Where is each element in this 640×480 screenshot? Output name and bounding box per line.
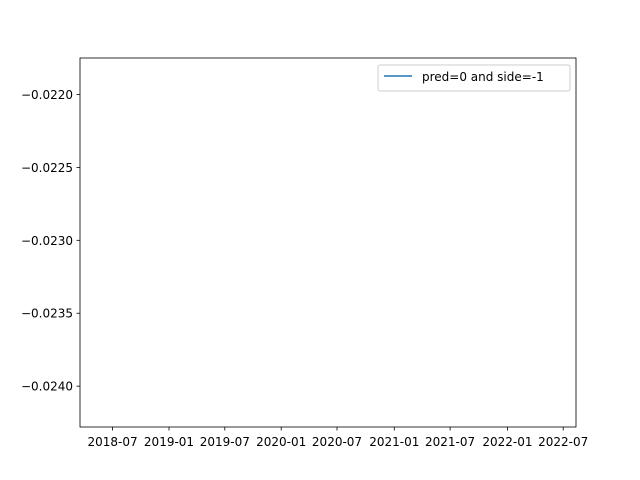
y-axis: −0.0220 −0.0225 −0.0230 −0.0235 −0.0240 — [21, 88, 80, 394]
x-tick-label: 2021-01 — [369, 435, 419, 449]
x-tick-label: 2022-01 — [482, 435, 532, 449]
y-tick-label: −0.0235 — [21, 307, 73, 321]
x-tick-label: 2018-07 — [88, 435, 138, 449]
legend-label: pred=0 and side=-1 — [422, 70, 544, 84]
x-tick-label: 2021-07 — [425, 435, 475, 449]
x-tick-label: 2020-07 — [312, 435, 362, 449]
x-tick-label: 2020-01 — [256, 435, 306, 449]
plot-area — [80, 58, 576, 427]
y-tick-label: −0.0230 — [21, 234, 73, 248]
y-tick-label: −0.0240 — [21, 380, 73, 394]
x-axis: 2018-07 2019-01 2019-07 2020-01 2020-07 2021-… — [88, 427, 588, 449]
x-tick-label: 2019-01 — [144, 435, 194, 449]
y-tick-label: −0.0225 — [21, 161, 73, 175]
y-tick-label: −0.0220 — [21, 88, 73, 102]
legend: pred=0 and side=-1 — [377, 64, 571, 92]
plot-frame — [79, 57, 577, 428]
x-tick-label: 2019-07 — [200, 435, 250, 449]
x-tick-label: 2022-07 — [538, 435, 588, 449]
legend-box — [377, 64, 571, 92]
